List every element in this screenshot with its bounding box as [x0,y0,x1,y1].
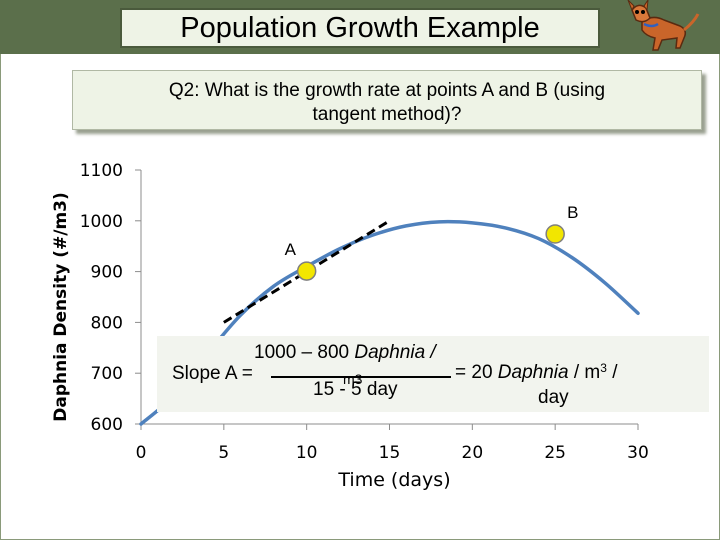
question-line-2: tangent method)? [312,104,462,125]
cartoon-dog-icon [627,0,700,51]
slide-title: Population Growth Example [120,8,600,48]
x-tick-label: 10 [296,443,318,463]
y-tick-label: 900 [91,263,123,283]
formula-denominator: 15 - 5 day [313,379,398,400]
formula-lhs: Slope A = [172,363,253,384]
y-tick-label: 600 [91,415,123,435]
slope-formula: Slope A = 1000 – 800 Daphnia / m3 15 - 5… [157,336,709,412]
y-tick-label: 1100 [80,161,123,181]
point-a-marker [296,261,317,281]
x-tick-label: 5 [218,443,229,463]
tangent-line [223,219,391,324]
formula-result-day: day [538,387,569,408]
question-box: Q2: What is the growth rate at points A … [72,70,702,130]
x-tick-label: 15 [379,443,401,463]
point-b-label: B [567,203,578,222]
question-line-1: Q2: What is the growth rate at points A … [168,80,606,101]
y-tick-label: 1000 [80,212,123,232]
x-tick-label: 30 [627,443,649,463]
x-tick-label: 0 [136,443,147,463]
y-tick-label: 800 [91,313,123,333]
growth-curve-line [139,219,640,426]
x-tick-label: 25 [544,443,566,463]
formula-result: = 20 Daphnia / m3 / [455,361,618,383]
x-tick-label: 20 [462,443,484,463]
x-axis-title: Time (days) [337,469,450,491]
y-tick-label: 700 [91,364,123,384]
point-a-label: A [285,240,297,259]
point-b-marker [545,224,565,244]
fraction-bar [271,376,451,378]
formula-numerator: 1000 – 800 Daphnia / [254,342,436,363]
y-axis-title: Daphnia Density (#/m3) [51,192,71,422]
formula-unit-m3: m3 [343,371,363,387]
